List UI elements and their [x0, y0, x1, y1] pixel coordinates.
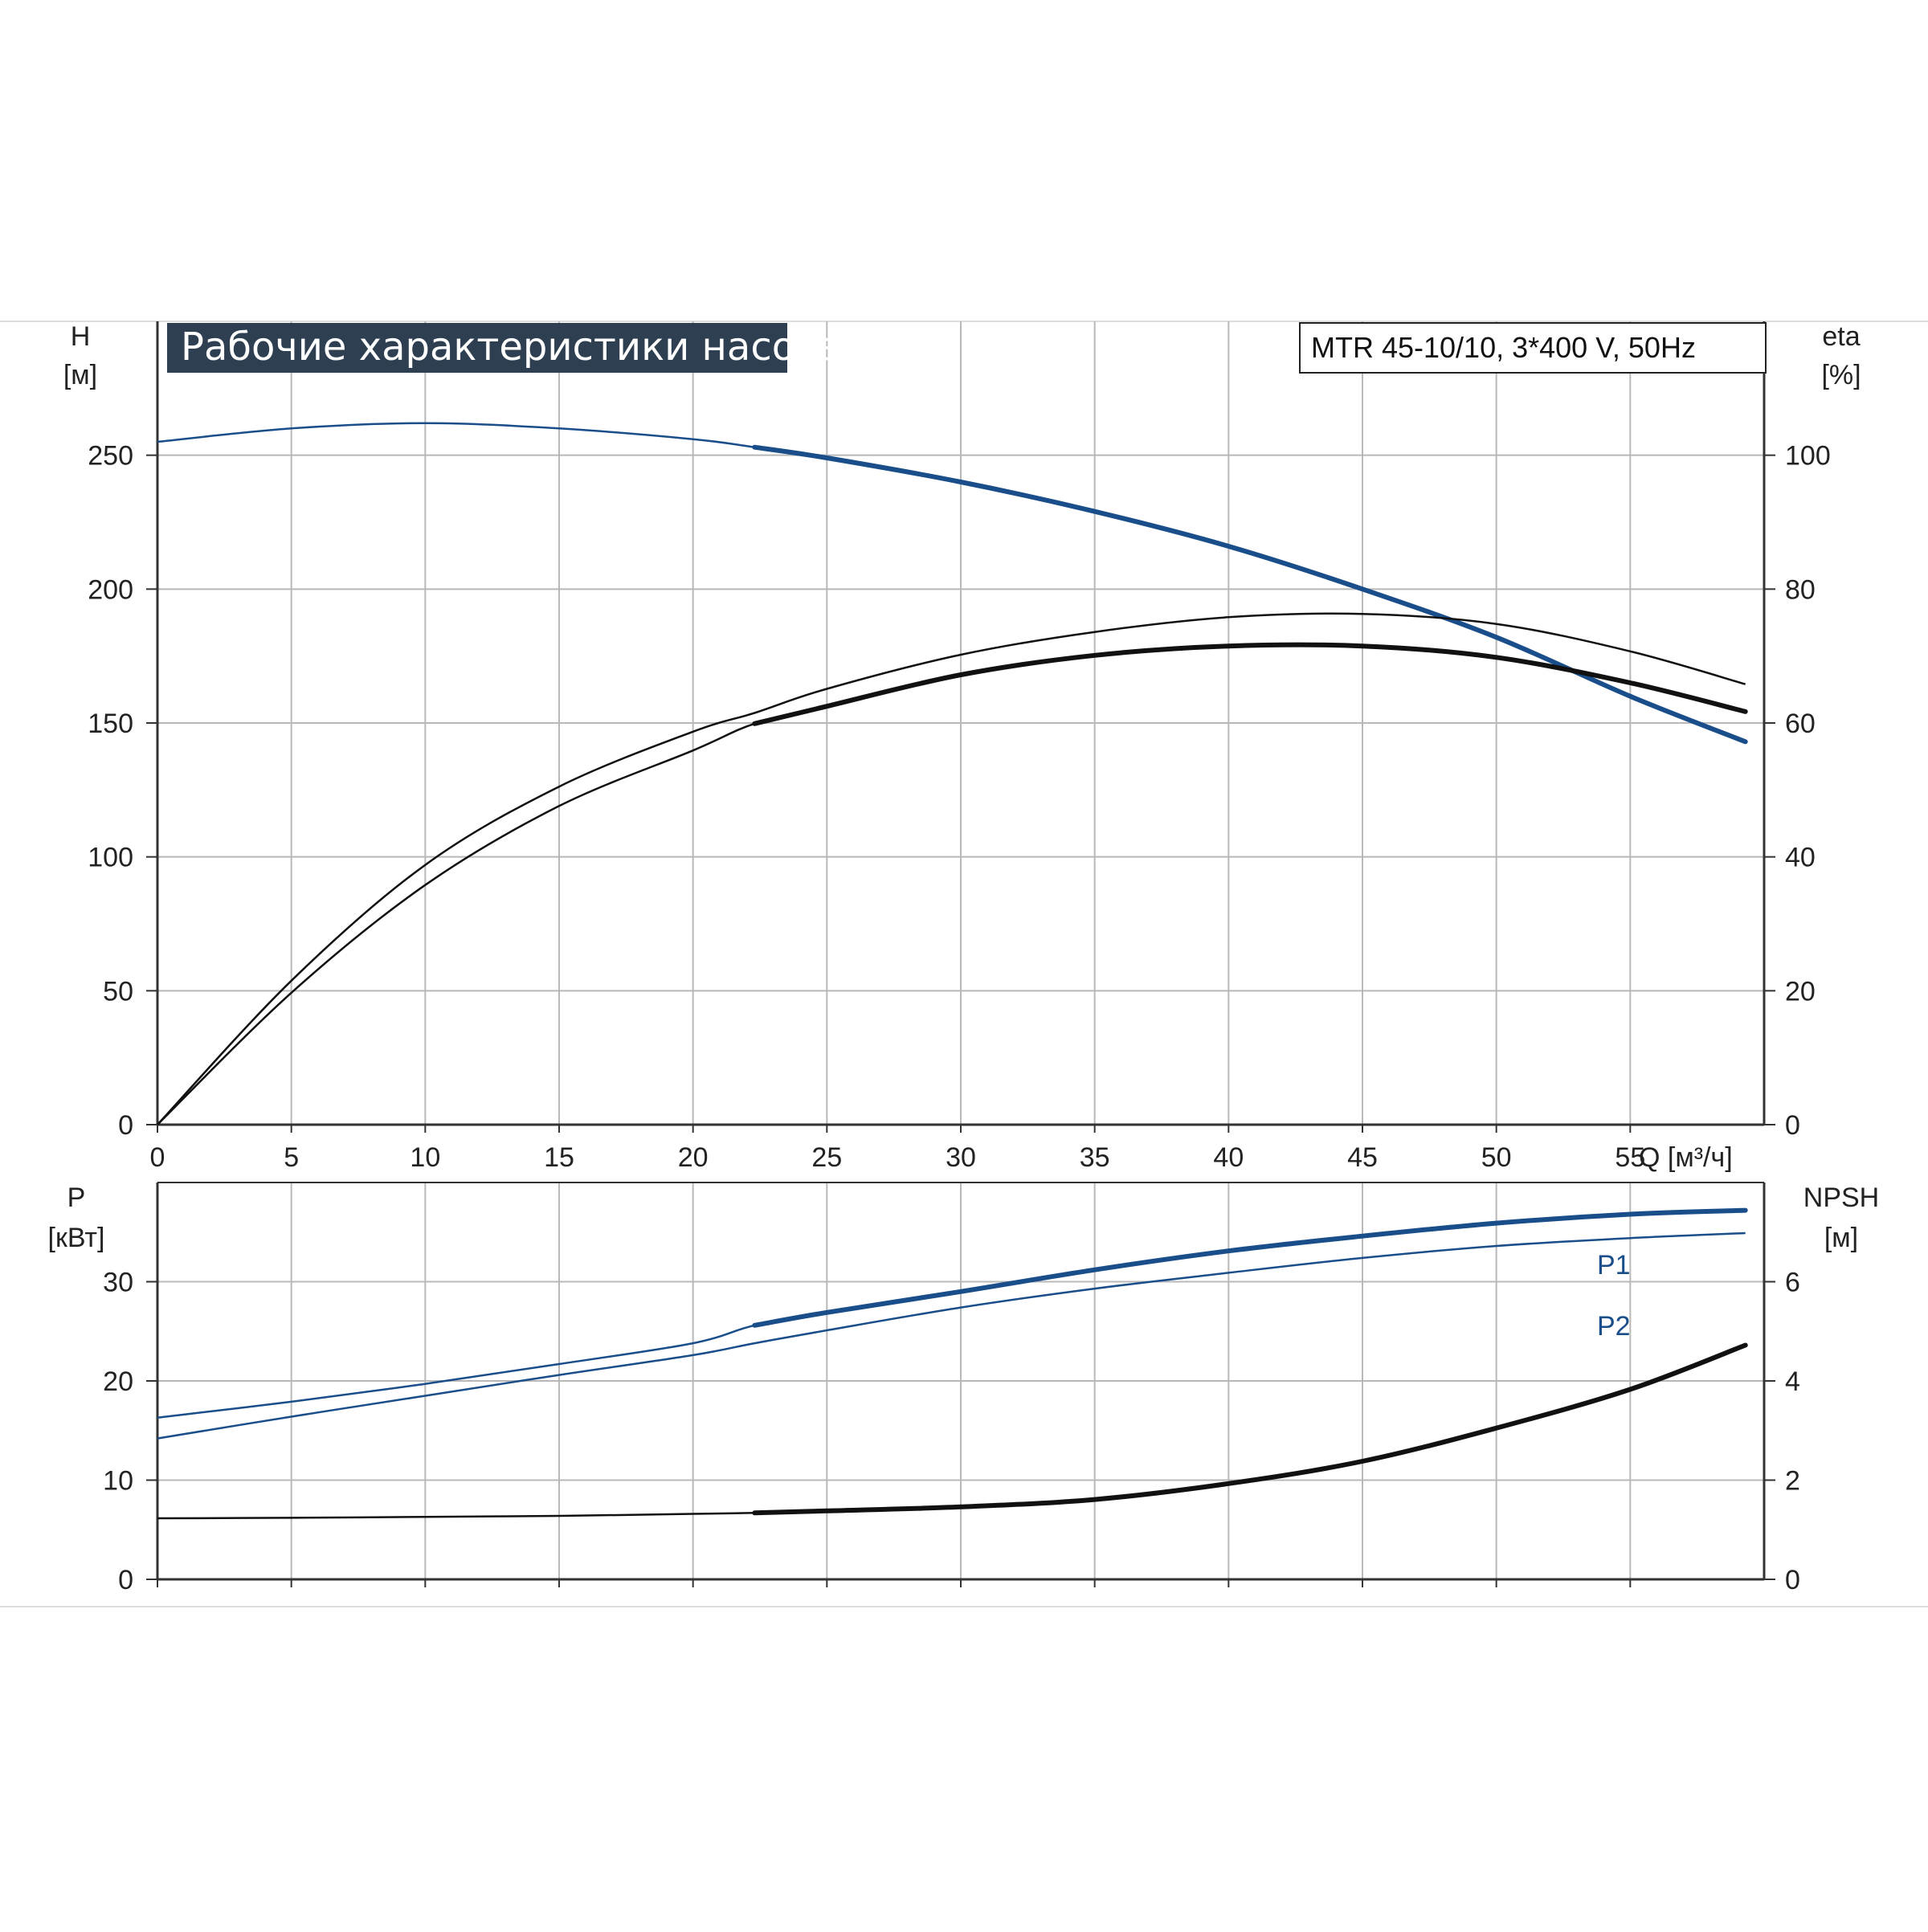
q-axis-title: Q [м³/ч]: [1639, 1142, 1733, 1173]
x-tick-label: 5: [284, 1142, 299, 1173]
model-box-frame: [1299, 322, 1767, 374]
right-tick-label: 0: [1785, 1565, 1800, 1595]
model-label: MTR 45-10/10, 3*400 V, 50Hz: [1311, 331, 1696, 364]
right-tick-label: 20: [1785, 976, 1816, 1007]
left-tick-label: 50: [103, 976, 133, 1007]
x-tick-label: 15: [544, 1142, 574, 1173]
top-ticks-group: 0 50 100 150 200 250 0 20 40 60 80 100 0 5 10 15 20 25 30 3…: [88, 441, 1830, 1173]
left-tick-label: 10: [103, 1466, 133, 1497]
x-tick-label: 50: [1481, 1142, 1512, 1173]
series-line-npsh: [157, 1344, 1746, 1520]
series-line-h-operating: [752, 444, 1748, 745]
x-tick-label: 0: [150, 1142, 165, 1173]
x-tick-label: 45: [1347, 1142, 1378, 1173]
x-tick-label: 25: [811, 1142, 842, 1173]
right-tick-label: 6: [1785, 1268, 1800, 1298]
npsh-axis-title: NPSH: [1803, 1182, 1879, 1213]
model-box: MTR 45-10/10, 3*400 V, 50Hz: [1299, 322, 1767, 374]
x-tick-label: 40: [1213, 1142, 1244, 1173]
npsh-axis-unit: [м]: [1824, 1223, 1858, 1253]
right-tick-label: 2: [1785, 1466, 1800, 1497]
p-axis-title: P: [67, 1182, 86, 1213]
h-axis-unit: [м]: [63, 360, 97, 390]
right-tick-label: 4: [1785, 1366, 1800, 1397]
top-series-group: [157, 422, 1748, 1125]
bottom-series-group: [157, 1207, 1748, 1520]
series-line-eta1: [157, 612, 1746, 1125]
right-tick-label: 0: [1785, 1110, 1800, 1141]
left-tick-label: 20: [103, 1366, 133, 1397]
eta-axis-unit: [%]: [1821, 360, 1861, 390]
series-line-p2: [157, 1231, 1746, 1440]
bottom-ticks-group: 0 10 20 30 0 2 4 6: [103, 1268, 1800, 1596]
right-tick-label: 80: [1785, 574, 1816, 605]
x-tick-label: 35: [1080, 1142, 1110, 1173]
series-line-p1: [157, 1209, 1746, 1419]
series-line-eta2-operating: [752, 642, 1748, 726]
left-tick-label: 0: [118, 1565, 133, 1595]
eta-axis-title: eta: [1822, 321, 1860, 352]
chart-title-background: [167, 323, 787, 373]
right-tick-label: 40: [1785, 843, 1816, 873]
left-tick-label: 150: [88, 709, 133, 739]
right-tick-label: 100: [1785, 441, 1831, 472]
x-tick-label: 30: [946, 1142, 976, 1173]
left-tick-label: 100: [88, 843, 133, 873]
x-tick-label: 20: [678, 1142, 709, 1173]
top-grid: [156, 321, 1766, 1126]
bottom-grid: [156, 1182, 1766, 1581]
left-tick-label: 30: [103, 1268, 133, 1298]
chart-title-box: Рабочие характеристики насоса: [167, 323, 840, 373]
left-tick-label: 0: [118, 1110, 133, 1141]
head-efficiency-plot: 0 50 100 150 200 250 0 20 40 60 80 100 0 5 10 15 20 25 30 3…: [63, 321, 1861, 1173]
series-line-eta2: [157, 643, 1746, 1125]
left-tick-label: 200: [88, 574, 133, 605]
h-axis-title: H: [71, 321, 91, 352]
x-tick-label: 55: [1615, 1142, 1645, 1173]
series-line-p1-operating: [752, 1207, 1748, 1328]
power-npsh-plot: 0 10 20 30 0 2 4 6 P [кВт] NPSH [м] P1 P2: [48, 1182, 1879, 1596]
series-label-p2: P2: [1597, 1311, 1631, 1342]
p-axis-unit: [кВт]: [48, 1223, 105, 1253]
right-tick-label: 60: [1785, 709, 1816, 739]
series-line-npsh-operating: [752, 1342, 1748, 1516]
x-tick-label: 10: [410, 1142, 440, 1173]
series-line-h: [157, 422, 1746, 743]
chart-title: Рабочие характеристики насоса: [181, 325, 840, 370]
series-label-p1: P1: [1597, 1250, 1631, 1281]
left-tick-label: 250: [88, 441, 133, 472]
